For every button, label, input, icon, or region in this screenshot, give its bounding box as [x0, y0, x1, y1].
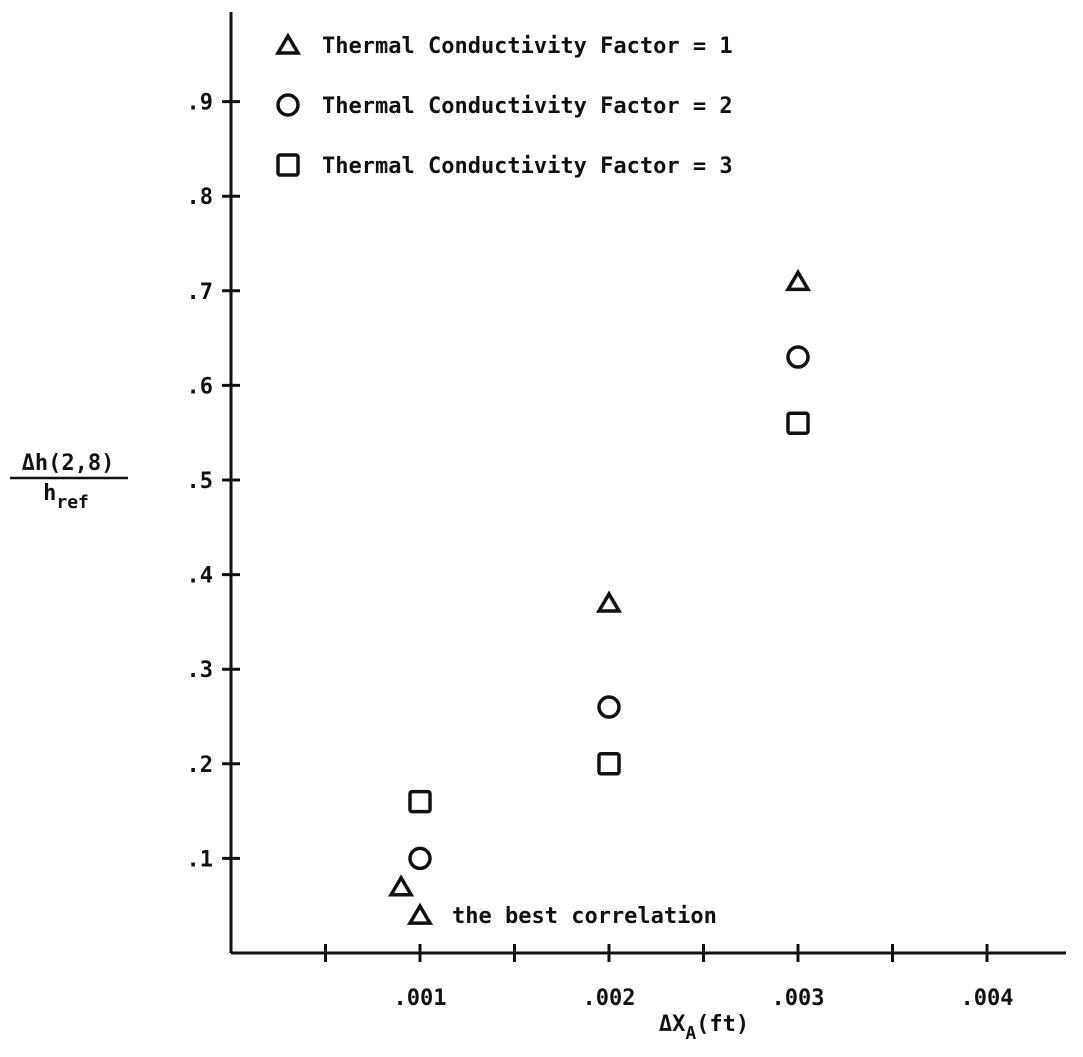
annotation-marker-0 — [406, 902, 434, 925]
y-tick-label-6: .7 — [187, 280, 214, 305]
legend-entry-1: Thermal Conductivity Factor = 2 — [322, 94, 733, 119]
point-triangle-s0-p0 — [388, 874, 415, 897]
x-tick-label-1: .002 — [583, 986, 636, 1011]
data-points — [388, 268, 812, 897]
x-axis-label: ΔXA(ft) — [659, 1012, 749, 1044]
x-ticks — [324, 944, 989, 962]
y-tick-label-5: .6 — [187, 374, 214, 399]
legend-entry-2: Thermal Conductivity Factor = 3 — [322, 154, 733, 179]
x-tick-label-3: .004 — [961, 986, 1014, 1011]
point-triangle-s0-p1 — [595, 590, 623, 613]
y-tick-label-8: .9 — [187, 91, 214, 116]
point-circle-s1-p2 — [786, 345, 810, 369]
y-axis-label-numerator: Δh(2,8) — [22, 451, 115, 476]
x-axis-label-subscript: A — [685, 1023, 696, 1044]
point-square-s2-p1 — [597, 752, 621, 776]
point-square-s2-p2 — [786, 411, 810, 435]
x-axis-label-prefix: ΔX — [659, 1012, 686, 1037]
y-tick-label-3: .4 — [187, 564, 214, 589]
x-tick-labels: .001 .002 .003 .004 — [394, 986, 1014, 1011]
y-axis-label-denominator-subscript: ref — [56, 492, 89, 513]
legend-entry-0: Thermal Conductivity Factor = 1 — [322, 34, 733, 59]
y-axis-label-denominator-base: h — [43, 481, 56, 506]
legend-marker-triangle — [274, 32, 302, 55]
y-tick-label-7: .8 — [187, 185, 214, 210]
point-circle-s1-p0 — [408, 846, 432, 871]
point-triangle-s0-p2 — [784, 268, 812, 292]
annotation-text-0: the best correlation — [452, 904, 717, 929]
point-square-s2-p0 — [408, 789, 432, 814]
x-axis-label-suffix: (ft) — [696, 1012, 749, 1037]
legend-marker-square — [276, 153, 300, 177]
axes — [229, 12, 1066, 955]
point-circle-s1-p1 — [597, 695, 621, 719]
y-tick-label-0: .1 — [187, 847, 214, 872]
x-axis-label-text: ΔXA(ft) — [659, 1012, 749, 1044]
y-tick-label-2: .3 — [187, 658, 214, 683]
legend-marker-circle — [276, 93, 300, 117]
y-ticks — [222, 100, 240, 860]
y-tick-label-1: .2 — [187, 753, 214, 778]
legend: Thermal Conductivity Factor = 1 Thermal C… — [274, 32, 733, 179]
annotations: the best correlation — [406, 902, 717, 929]
y-axis-label: Δh(2,8) href — [10, 451, 128, 513]
y-tick-labels: .1 .2 .3 .4 .5 .6 .7 .8 .9 — [187, 91, 214, 873]
y-tick-label-4: .5 — [187, 469, 214, 494]
x-tick-label-0: .001 — [394, 986, 447, 1011]
x-tick-label-2: .003 — [772, 986, 825, 1011]
y-axis-label-denominator: href — [43, 481, 89, 513]
